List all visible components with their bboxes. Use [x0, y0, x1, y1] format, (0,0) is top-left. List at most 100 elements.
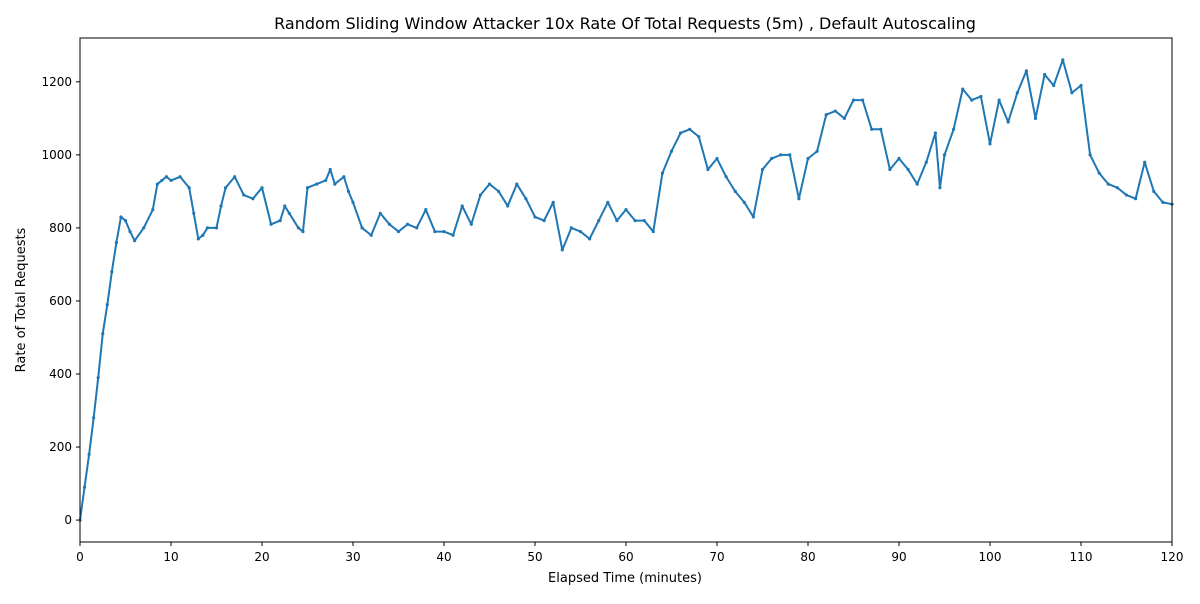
data-point	[442, 229, 446, 234]
series-line	[79, 58, 1173, 521]
data-point	[506, 204, 510, 208]
data-point	[315, 182, 319, 186]
data-point	[96, 376, 100, 380]
data-point	[378, 211, 382, 215]
y-tick-label: 200	[49, 440, 72, 454]
data-point	[997, 98, 1001, 102]
data-point	[128, 229, 132, 234]
data-point	[588, 237, 592, 241]
data-point	[542, 219, 546, 223]
data-point	[469, 222, 473, 226]
data-point	[360, 226, 364, 230]
data-point	[387, 222, 391, 226]
data-point	[797, 197, 801, 201]
data-point	[1070, 91, 1074, 95]
data-point	[187, 186, 191, 190]
data-point	[169, 178, 173, 183]
data-point	[724, 175, 728, 179]
data-point	[779, 153, 783, 157]
data-point	[296, 226, 300, 230]
data-point	[979, 94, 983, 99]
data-point	[433, 229, 437, 234]
data-point	[114, 240, 118, 245]
x-tick-label: 80	[800, 550, 815, 564]
data-point	[697, 135, 701, 139]
data-point	[351, 200, 355, 204]
x-axis-label: Elapsed Time (minutes)	[548, 571, 702, 586]
data-point	[833, 109, 837, 113]
data-point	[906, 167, 910, 172]
data-point	[1079, 83, 1083, 88]
data-point	[1052, 83, 1056, 88]
data-point	[205, 226, 209, 230]
data-point	[333, 182, 337, 186]
data-point	[278, 219, 282, 223]
data-point	[551, 200, 555, 204]
data-point	[642, 219, 646, 223]
data-point	[233, 175, 237, 179]
data-point	[938, 186, 942, 190]
data-point	[251, 197, 255, 201]
data-point	[151, 208, 155, 212]
data-point	[328, 167, 332, 172]
data-point	[770, 156, 774, 161]
data-point	[301, 229, 305, 234]
data-point	[287, 211, 291, 215]
data-point	[597, 219, 601, 223]
data-point	[460, 204, 464, 208]
data-point	[1006, 120, 1010, 124]
x-tick-label: 90	[891, 550, 906, 564]
data-point	[760, 167, 765, 172]
data-point	[879, 127, 883, 131]
data-point	[651, 229, 655, 234]
data-point	[861, 98, 865, 102]
data-point	[1033, 116, 1038, 120]
data-point	[283, 204, 287, 208]
data-point	[478, 193, 482, 197]
data-point	[806, 156, 810, 161]
data-point	[346, 189, 351, 193]
x-tick-label: 30	[345, 550, 360, 564]
series-layer	[78, 58, 1174, 522]
data-point	[942, 153, 947, 157]
data-point	[164, 175, 169, 179]
x-tick-label: 60	[618, 550, 633, 564]
data-point	[1015, 91, 1019, 95]
data-point	[155, 182, 159, 186]
data-point	[196, 237, 200, 241]
axis-ticks: 0 10 20 30 40 50 60 70 80 90 100 110 120020040060080…	[41, 75, 1183, 564]
data-point	[1043, 72, 1047, 77]
data-point	[669, 149, 674, 153]
data-point	[606, 200, 610, 204]
data-point	[533, 215, 537, 219]
data-point	[870, 127, 874, 131]
data-point	[1024, 69, 1028, 73]
data-point	[1124, 193, 1129, 197]
data-point	[679, 131, 683, 135]
data-point	[569, 226, 574, 230]
data-point	[201, 233, 205, 237]
data-point	[305, 186, 310, 190]
data-point	[369, 233, 373, 237]
data-point	[1097, 171, 1101, 175]
data-point	[706, 167, 710, 172]
data-point	[92, 416, 96, 420]
data-point	[105, 303, 109, 307]
data-point	[1161, 200, 1165, 204]
data-point	[142, 226, 146, 230]
data-point	[451, 233, 455, 237]
data-point	[733, 189, 737, 193]
y-tick-label: 400	[49, 367, 72, 381]
x-tick-label: 110	[1070, 550, 1093, 564]
data-point	[219, 204, 223, 208]
data-point	[751, 215, 756, 219]
x-tick-label: 0	[76, 550, 84, 564]
x-tick-label: 70	[709, 550, 724, 564]
data-point	[269, 222, 273, 226]
data-point	[1134, 197, 1138, 201]
data-point	[396, 229, 401, 234]
data-point	[119, 215, 123, 219]
x-tick-label: 20	[254, 550, 269, 564]
data-point	[715, 156, 719, 161]
